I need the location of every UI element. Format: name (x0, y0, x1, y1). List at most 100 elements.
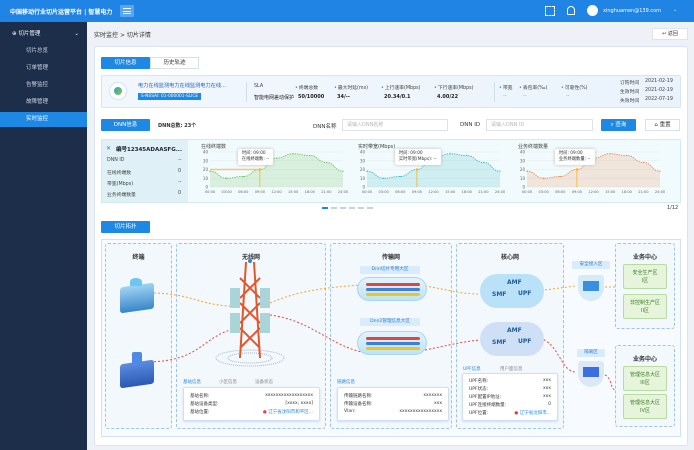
y-tick-label: 30 (520, 158, 526, 163)
dnn-total: DNN总数: 23个 (158, 123, 197, 129)
chevron-down-icon[interactable]: ⌄ (673, 7, 678, 13)
tooltip-time: 时间: 09:00 (558, 151, 583, 156)
field-label-reliability: 可靠性(%) (561, 84, 588, 91)
carousel-indicator[interactable] (322, 207, 392, 211)
data-point (626, 154, 628, 157)
core-tab-user-plane[interactable]: 用户面信息 (500, 367, 523, 372)
y-tick-label: 30 (360, 158, 366, 163)
carousel-dot[interactable] (349, 207, 355, 209)
transport-label-top: Dnn切片专用大区 (360, 266, 420, 274)
x-tick-label: 24:00 (655, 190, 665, 194)
tooltip-value: 实时带宽(Mbps): -- (398, 157, 437, 162)
carousel-dot[interactable] (331, 207, 337, 209)
dnn-name-input[interactable]: 请输入DNN名称 (342, 119, 448, 131)
hover-point (415, 168, 419, 171)
zone-production-noncontrol[interactable]: 非控制生产区 II区 (623, 294, 667, 319)
sidebar-item-alarms[interactable]: 告警监控 (26, 82, 49, 88)
dnn-card[interactable]: ✕ 编号12345ADAASFG... DNN ID -- 在线终端数 0 带宽(M… (102, 140, 188, 202)
base-station-tower-icon[interactable] (210, 258, 290, 373)
carousel-dot[interactable] (322, 207, 328, 209)
location-link[interactable]: ● 辽宁省沈阳市... (514, 411, 551, 416)
core-cloud-top[interactable]: AMF SMF UPF (480, 274, 544, 308)
x-tick-label: 24:00 (338, 190, 348, 194)
user-avatar-icon[interactable] (587, 5, 598, 16)
x-tick-label: 15:00 (605, 190, 616, 194)
user-email[interactable]: xinghuamen@139.com (603, 8, 662, 14)
tab-history-track[interactable]: 历史轨迹 (150, 57, 199, 69)
y-tick-label: 20 (360, 167, 366, 172)
breadcrumb-parent[interactable]: 实时监控 (94, 32, 119, 39)
ran-row: 基站设备类型: [xxxx, xxxx] (190, 401, 313, 407)
dnn-id-input[interactable]: 请输入DNN ID (486, 119, 593, 131)
transport-tab-link[interactable]: 链路信息 (337, 380, 355, 385)
core-title: 核心网 (500, 254, 519, 261)
dnn-card-title: 编号12345ADAASFG... (116, 147, 182, 153)
field-value-bandwidth: -- (503, 94, 507, 99)
menu-toggle-button[interactable] (120, 5, 134, 17)
dnn-pager: 1/12 (667, 205, 679, 211)
carousel-dot[interactable] (340, 207, 346, 209)
zone-production-control[interactable]: 安全生产区 I区 (623, 264, 667, 289)
hover-point (258, 168, 262, 171)
field-label-latency: 最大时延(ms) (334, 84, 368, 91)
x-tick-label: 03:00 (378, 190, 389, 194)
core-tab-upf[interactable]: UPF信息 (463, 367, 481, 372)
y-tick-label: 10 (360, 176, 366, 181)
carousel-dot[interactable] (358, 207, 364, 209)
data-point (383, 177, 385, 179)
firewall-top-icon[interactable] (578, 275, 604, 301)
tooltip-time: 时间: 09:00 (398, 151, 423, 156)
sidebar-group-slice-management[interactable]: ⊕ 切片管理 ⌄ (0, 27, 87, 42)
sidebar-item-faults[interactable]: 故障管理 (26, 99, 49, 105)
expiry-time-value: 2022-07-19 (645, 97, 673, 102)
carousel-dot[interactable] (367, 207, 373, 209)
x-tick-label: 00:00 (362, 190, 373, 194)
ran-tab-device-status[interactable]: 设备状态 (255, 380, 273, 385)
zone-management-3[interactable]: 管理信息大区 III区 (623, 366, 667, 391)
transport-pipe-bottom[interactable] (357, 331, 427, 355)
sidebar-item-overview[interactable]: 切片总览 (26, 48, 49, 54)
zone-management-4[interactable]: 管理信息大区 IV区 (623, 394, 667, 419)
core-row: UPF连接终端数量: 0 (469, 402, 551, 408)
y-tick-label: 40 (203, 150, 209, 155)
firewall-bottom-icon[interactable] (578, 361, 604, 387)
chart-area (367, 153, 500, 187)
dnn-info-button[interactable]: DNN信息 (101, 119, 150, 131)
sidebar-item-orders[interactable]: 订单管理 (26, 65, 49, 71)
amf-label: AMF (507, 279, 522, 286)
slice-icon: ⊕ (12, 31, 19, 37)
ran-tab-cell[interactable]: 小区信息 (219, 380, 237, 385)
reset-button[interactable]: ⌂ 重置 (645, 119, 680, 131)
location-link[interactable]: ● 辽宁省沈阳市和平区... (262, 410, 313, 415)
search-button[interactable]: ⌕ 查询 (601, 119, 636, 131)
data-point (325, 161, 327, 164)
link-core-firewall-top (544, 285, 576, 291)
core-cloud-bottom[interactable]: AMF SMF UPF (480, 322, 544, 356)
slice-topology-button[interactable]: 切片拓扑 (101, 221, 150, 233)
y-tick-label: 40 (360, 150, 366, 155)
x-tick-label: 06:00 (395, 190, 406, 194)
y-tick-label: 20 (203, 167, 209, 172)
tab-slice-info[interactable]: 切片信息 (101, 57, 150, 69)
link-core-firewall-bottom (539, 337, 576, 373)
link-ran-transport-bottom (269, 314, 363, 353)
sidebar: ⊕ 切片管理 ⌄ 切片总览 订单管理 告警监控 故障管理 实时监控 (0, 22, 87, 450)
transport-pipe-top[interactable] (357, 277, 427, 301)
field-value-downlink: 4.00/22 (437, 94, 459, 100)
ran-tab-base-station[interactable]: 基站信息 (183, 380, 201, 385)
divider (246, 82, 247, 102)
search-icon: ⌕ (610, 122, 616, 128)
core-info-box: UPF名称: xxx UPF状态: xxx UPF配置IP地址: xxx UPF连接终… (462, 373, 558, 421)
back-button[interactable]: ↩ 返回 (652, 28, 688, 40)
terminal-building-icon[interactable] (120, 282, 154, 314)
business-terminals-chart: 业务终端数量 0 10 20 30 40 00:00 03:00 06:00 09:00 12:00… (515, 142, 666, 202)
data-point (642, 161, 644, 164)
sidebar-item-realtime-monitor[interactable]: 实时监控 (0, 112, 87, 127)
bell-icon[interactable] (567, 6, 575, 15)
scan-icon[interactable] (545, 6, 555, 16)
china-mobile-logo (110, 83, 126, 99)
hover-point (575, 168, 579, 171)
data-point (242, 175, 244, 178)
slice-name: 电力在线监测电力在线监测电力在线... (138, 83, 226, 89)
transport-row: Vlan: xxxxxxxxxxxxxxxx (344, 409, 442, 414)
